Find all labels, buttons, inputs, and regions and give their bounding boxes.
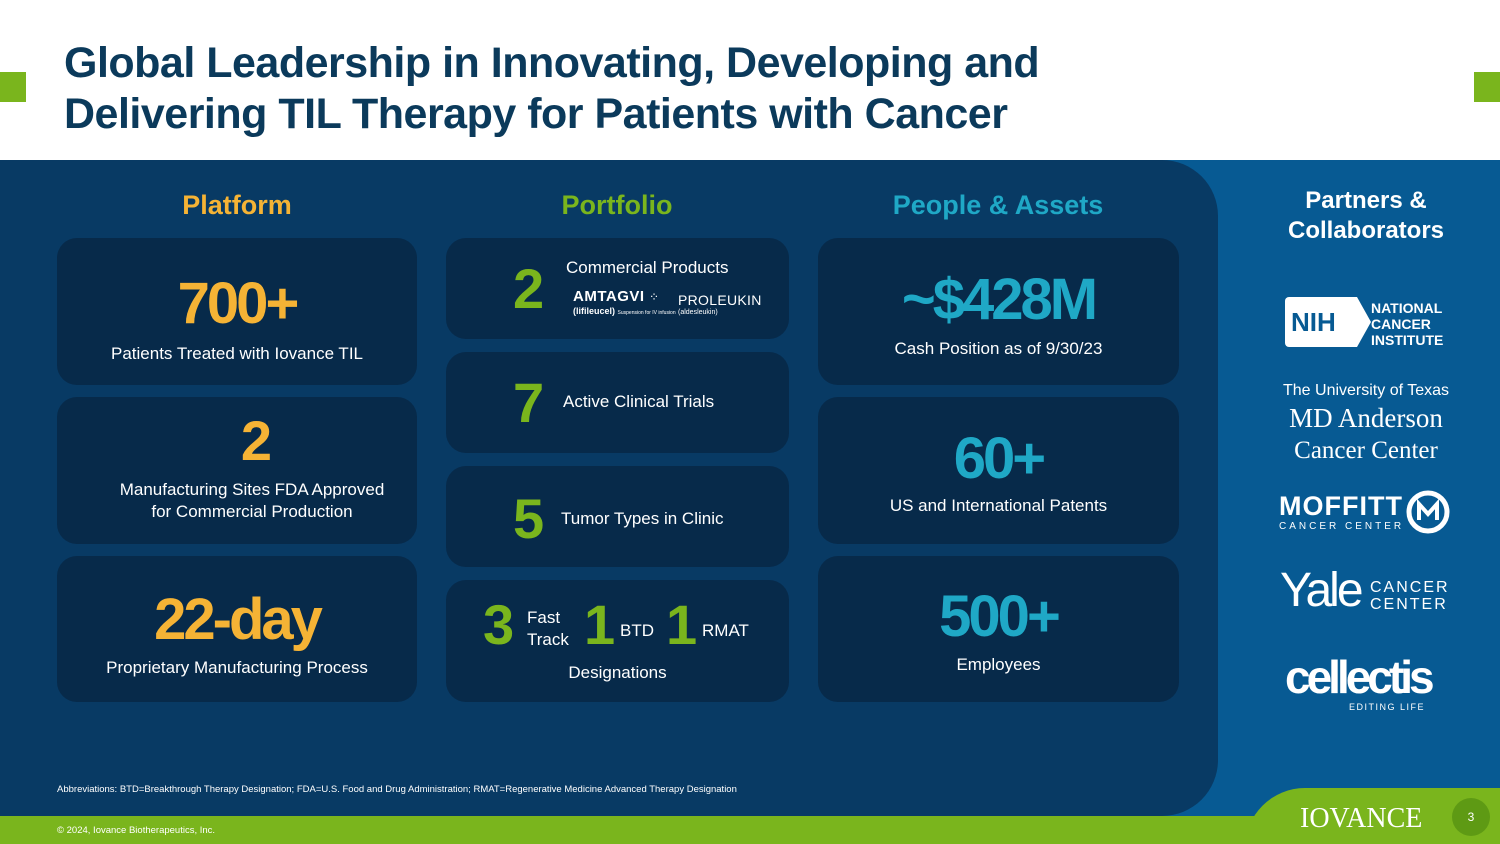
platform-heading: Platform <box>182 190 292 220</box>
nih-line-2: CANCER <box>1371 316 1431 332</box>
amtagvi-mark-icon: ⁘ <box>649 290 660 304</box>
yale-text: CANCER CENTER <box>1370 579 1450 613</box>
sites-label: Manufacturing Sites FDA Approved for Com… <box>72 479 432 523</box>
md-anderson-line-1: The University of Texas <box>1283 382 1449 399</box>
proleukin-generic: (aldesleukin) <box>678 309 718 316</box>
moffitt-name: MOFFITT <box>1279 491 1403 521</box>
amtagvi-name: AMTAGVI <box>573 288 645 305</box>
patients-label: Patients Treated with Iovance TIL <box>111 344 363 363</box>
cash-label: Cash Position as of 9/30/23 <box>894 339 1103 358</box>
employees-value: 500+ <box>939 584 1061 649</box>
page-number: 3 <box>1452 798 1490 836</box>
fast-track-line-1: Fast <box>527 608 561 627</box>
amtagvi-generic: (lifileucel) <box>573 306 616 316</box>
nih-chevron-icon <box>1351 297 1371 347</box>
proleukin-logo: PROLEUKIN (aldesleukin) <box>678 293 762 316</box>
nih-line-3: INSTITUTE <box>1371 332 1444 348</box>
portfolio-heading: Portfolio <box>561 190 673 220</box>
commercial-value: 2 <box>513 257 545 320</box>
sites-value: 2 <box>240 409 272 472</box>
right-accent-tab <box>1474 72 1500 102</box>
proleukin-name: PROLEUKIN <box>678 292 762 308</box>
moffitt-emblem-icon <box>1406 490 1450 534</box>
yale-line-2: CENTER <box>1370 596 1448 613</box>
abbreviations-note: Abbreviations: BTD=Breakthrough Therapy … <box>57 784 737 795</box>
designations-caption: Designations <box>568 663 667 682</box>
btd-label: BTD <box>620 621 654 640</box>
platform-card-patients <box>57 238 417 385</box>
moffitt-sub: CANCER CENTER <box>1279 521 1405 532</box>
yale-name: Yale <box>1280 564 1363 617</box>
employees-label: Employees <box>956 655 1041 674</box>
footer-bar <box>0 816 1500 844</box>
left-accent-tab <box>0 72 26 102</box>
rmat-label: RMAT <box>702 621 749 640</box>
md-anderson-logo: The University of Texas MD Anderson Canc… <box>1236 381 1496 467</box>
copyright: © 2024, Iovance Biotherapeutics, Inc. <box>57 825 216 836</box>
fast-track-line-2: Track <box>527 630 569 649</box>
amtagvi-logo: AMTAGVI ⁘ (lifileucel) Suspension for IV… <box>573 289 676 316</box>
partners-heading-line-2: Collaborators <box>1287 217 1445 244</box>
commercial-label: Commercial Products <box>566 258 729 277</box>
trials-label: Active Clinical Trials <box>563 392 715 411</box>
cash-value: ~$428M <box>901 267 1098 332</box>
partners-heading: Partners & Collaborators <box>1236 186 1496 246</box>
people-card-cash <box>818 238 1179 385</box>
sites-label-line-1: Manufacturing Sites FDA Approved <box>119 480 385 499</box>
tumors-value: 5 <box>513 487 545 550</box>
process-value: 22-day <box>154 587 323 652</box>
people-card-patents <box>818 397 1179 544</box>
nih-line-1: NATIONAL <box>1371 300 1443 316</box>
platform-card-sites <box>57 397 417 544</box>
cellectis-name: cellectis <box>1285 651 1435 703</box>
fast-track-label: Fast Track <box>527 607 569 651</box>
title-line-2: Delivering TIL Therapy for Patients with… <box>64 90 1008 138</box>
tumors-label: Tumor Types in Clinic <box>561 509 724 528</box>
slide-title: Global Leadership in Innovating, Develop… <box>64 38 1164 140</box>
btd-value: 1 <box>584 593 616 656</box>
cellectis-logo: cellectis EDITING LIFE <box>1285 652 1447 712</box>
cellectis-sub: EDITING LIFE <box>1348 702 1425 712</box>
patents-label: US and International Patents <box>889 496 1108 515</box>
nih-mark: NIH <box>1285 297 1351 347</box>
process-label: Proprietary Manufacturing Process <box>106 658 368 677</box>
title-line-1: Global Leadership in Innovating, Develop… <box>64 39 1040 87</box>
fast-track-value: 3 <box>483 593 515 656</box>
people-card-employees <box>818 556 1179 702</box>
patents-value: 60+ <box>953 426 1046 491</box>
nih-mark-text: NIH <box>1291 307 1336 337</box>
trials-value: 7 <box>513 371 545 434</box>
md-anderson-line-2: MD Anderson <box>1289 403 1443 433</box>
portfolio-card-tumors <box>446 466 789 567</box>
sites-label-line-2: for Commercial Production <box>151 502 353 521</box>
md-anderson-line-3: Cancer Center <box>1294 437 1438 464</box>
yale-logo: Yale CANCER CENTER <box>1280 564 1448 617</box>
patients-value: 700+ <box>177 271 300 336</box>
platform-card-process <box>57 556 417 702</box>
partners-heading-line-1: Partners & <box>1305 187 1427 214</box>
iovance-logo: IOVANCE <box>1300 803 1423 834</box>
moffitt-logo: MOFFITT CANCER CENTER <box>1279 490 1450 534</box>
amtagvi-fine-print: Suspension for IV infusion <box>617 310 676 316</box>
portfolio-card-designations <box>446 580 789 702</box>
people-heading: People & Assets <box>892 190 1104 220</box>
portfolio-card-commercial <box>446 238 789 339</box>
rmat-value: 1 <box>666 593 698 656</box>
portfolio-card-trials <box>446 352 789 453</box>
yale-line-1: CANCER <box>1370 579 1450 596</box>
nih-text: NATIONAL CANCER INSTITUTE <box>1371 300 1443 348</box>
